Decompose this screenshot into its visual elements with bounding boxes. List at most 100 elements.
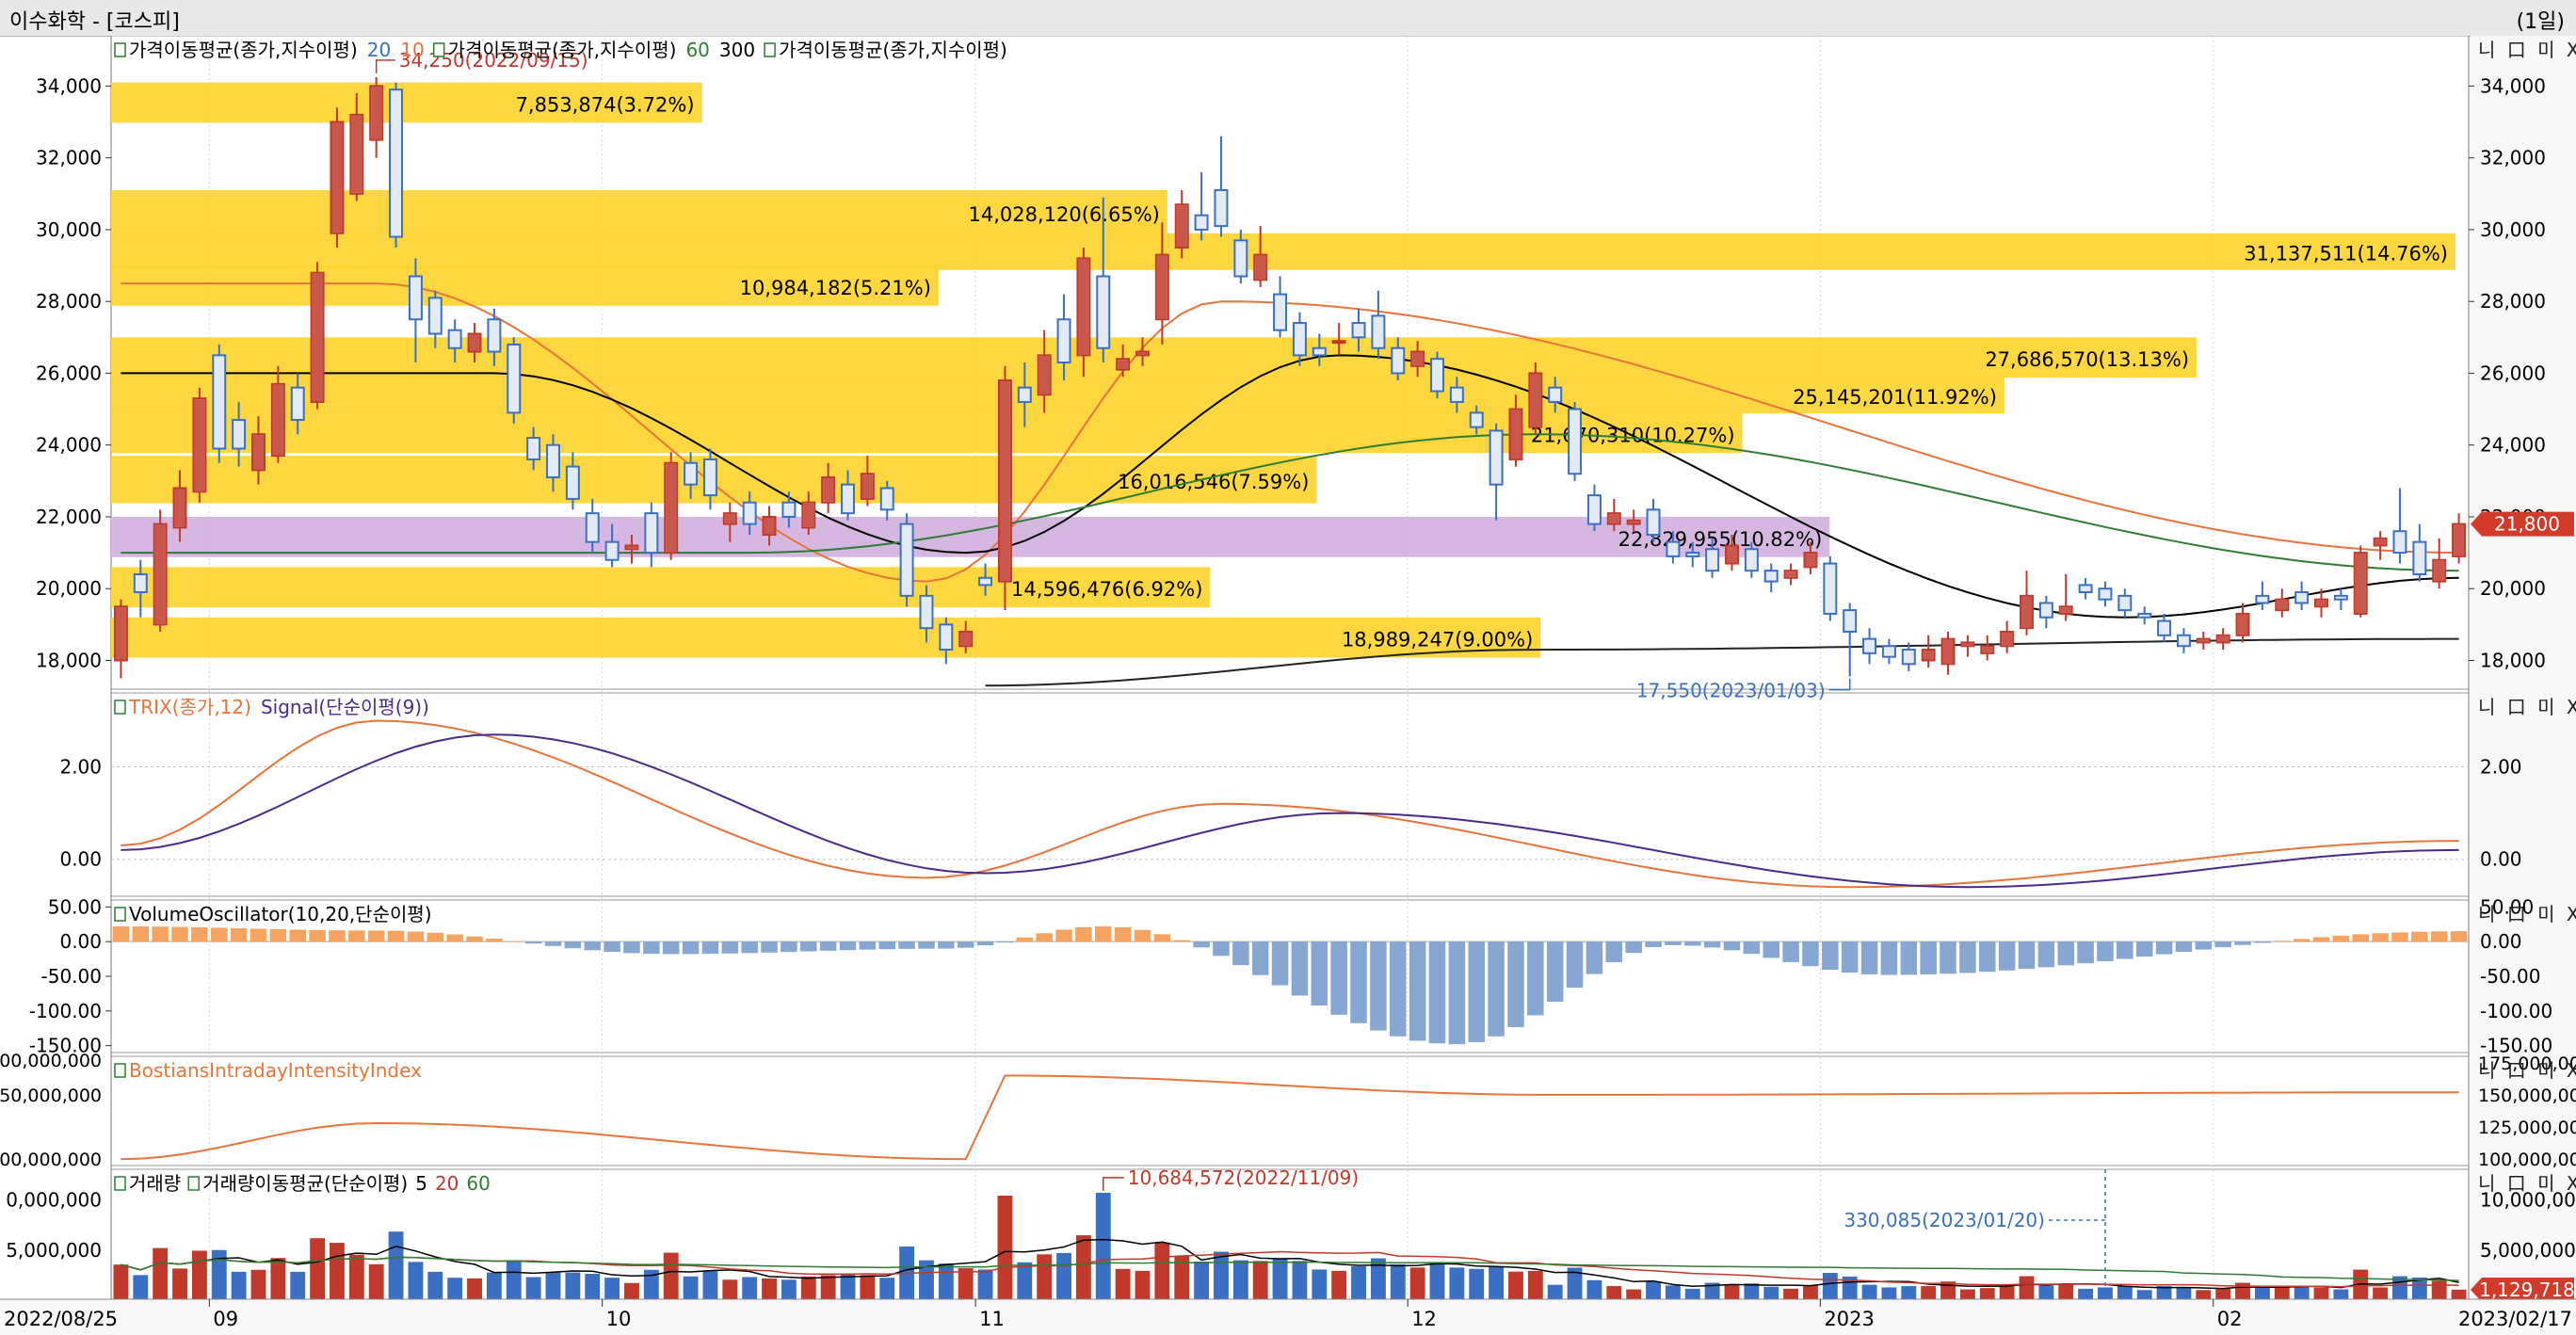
- volume-bar: [1881, 1287, 1897, 1301]
- volume-bar: [2254, 1287, 2270, 1301]
- vo-bar: [2155, 941, 2173, 955]
- bii-legend: BostiansIntradayIntensityIndex: [129, 1059, 422, 1082]
- candle-fill: [253, 435, 264, 470]
- candle-fill: [2119, 596, 2131, 610]
- volume-bar: [2117, 1286, 2133, 1301]
- volume-bar: [1312, 1269, 1328, 1301]
- volume-bar: [762, 1278, 777, 1301]
- volume-bar: [133, 1275, 149, 1301]
- price-legend-item: 가격이동평균(종가,지수이평): [448, 39, 677, 61]
- vo-bar: [1782, 941, 1799, 962]
- price-tick-label-left: 18,000: [36, 649, 102, 671]
- volume-bar: [1056, 1252, 1071, 1301]
- volume-bar: [525, 1277, 541, 1301]
- candle-fill: [587, 514, 598, 541]
- vo-bar: [112, 925, 130, 942]
- vo-bar: [1095, 925, 1112, 942]
- candle-fill: [999, 381, 1010, 581]
- vo-bar: [643, 941, 660, 955]
- volume-profile-label: 27,686,570(13.13%): [1985, 348, 2189, 371]
- vo-bar: [486, 939, 503, 942]
- volume-bar: [1390, 1263, 1406, 1301]
- candle-body: [487, 318, 502, 353]
- volume-bar: [643, 1269, 659, 1301]
- legend-icon: [114, 700, 126, 715]
- vo-bar: [918, 941, 935, 949]
- candle-fill: [1393, 348, 1404, 373]
- vo-bar: [1075, 926, 1092, 942]
- vo-bar: [1605, 941, 1623, 963]
- vo-bar: [2234, 941, 2251, 945]
- volume-profile-bar: [111, 617, 1541, 658]
- legend-icon: [114, 1176, 126, 1191]
- volume-bar: [1724, 1283, 1740, 1301]
- volume-bar: [1095, 1192, 1111, 1301]
- price-tick-label-left: 20,000: [36, 577, 102, 600]
- candle-fill: [2454, 524, 2465, 555]
- candle-fill: [2060, 607, 2071, 613]
- candle-fill: [2178, 635, 2189, 646]
- candle-fill: [1550, 388, 1561, 401]
- candle-fill: [1137, 352, 1148, 355]
- volume-bar: [1803, 1285, 1818, 1301]
- candle-fill: [2040, 603, 2052, 617]
- vo-tick-label-right: 50.00: [2480, 895, 2534, 918]
- stock-chart[interactable]: 7,853,874(3.72%) 14,028,120(6.65%) 31,137,…: [0, 36, 2576, 1335]
- volume-bar: [1940, 1281, 1956, 1301]
- candle-fill: [528, 439, 539, 458]
- candle-fill: [901, 524, 912, 595]
- candle-body: [389, 88, 404, 238]
- volume-profile-bar: [111, 377, 2004, 414]
- candle-fill: [548, 445, 558, 477]
- candle-fill: [2198, 639, 2209, 642]
- candle-fill: [921, 596, 932, 628]
- volume-bar: [1901, 1286, 1917, 1301]
- candle-fill: [1628, 521, 1639, 523]
- volume-bar: [172, 1268, 187, 1301]
- volume-bar: [1232, 1260, 1248, 1301]
- volume-bar: [997, 1196, 1013, 1301]
- vo-bar: [1016, 937, 1034, 942]
- vo-bar: [1684, 941, 1701, 946]
- price-tick-label-right: 18,000: [2480, 649, 2546, 671]
- vo-bar: [1703, 941, 1721, 948]
- volume-bar: [820, 1275, 836, 1301]
- candle-body: [1017, 386, 1032, 403]
- vol-tick-label-right: 5,000,000: [2480, 1239, 2576, 1262]
- x-axis-label: 11: [979, 1308, 1005, 1330]
- candle-fill: [154, 524, 166, 624]
- volume-bar: [938, 1263, 954, 1301]
- candle-fill: [803, 503, 814, 527]
- vo-bar: [839, 941, 857, 951]
- volume-bar: [1194, 1262, 1210, 1301]
- volume-bar: [1489, 1266, 1505, 1301]
- vo-bar: [898, 941, 915, 949]
- vo-bar: [2037, 941, 2055, 968]
- vo-bar: [976, 941, 994, 946]
- candle-fill: [2375, 539, 2386, 545]
- volume-bar: [1783, 1288, 1799, 1301]
- candle-fill: [1825, 564, 1836, 613]
- candle-body: [1312, 346, 1327, 357]
- title-bar: 이수화학 - [코스피] (1일): [0, 0, 2576, 37]
- bii-tick-label-left: 100,000,000: [0, 1150, 102, 1170]
- vo-bar: [230, 927, 248, 942]
- volume-bar: [2196, 1290, 2212, 1301]
- volume-bar: [408, 1262, 424, 1301]
- candle-fill: [941, 625, 952, 650]
- vo-bar: [721, 941, 739, 954]
- vo-bar: [1409, 941, 1426, 1041]
- volume-bar: [1331, 1270, 1347, 1301]
- candle-body: [879, 487, 894, 511]
- candle-body: [1292, 322, 1307, 357]
- volume-profile-label: 16,016,546(7.59%): [1118, 471, 1309, 493]
- candle-body: [1666, 540, 1681, 557]
- vo-bar: [407, 931, 425, 942]
- candle-body: [290, 386, 305, 422]
- vo-bar: [309, 929, 326, 942]
- volume-bar: [231, 1271, 247, 1301]
- vo-bar: [564, 941, 582, 949]
- vo-tick-label-right: -150.00: [2480, 1035, 2552, 1057]
- period-label[interactable]: (1일): [2516, 10, 2565, 34]
- volume-bar: [1154, 1242, 1170, 1301]
